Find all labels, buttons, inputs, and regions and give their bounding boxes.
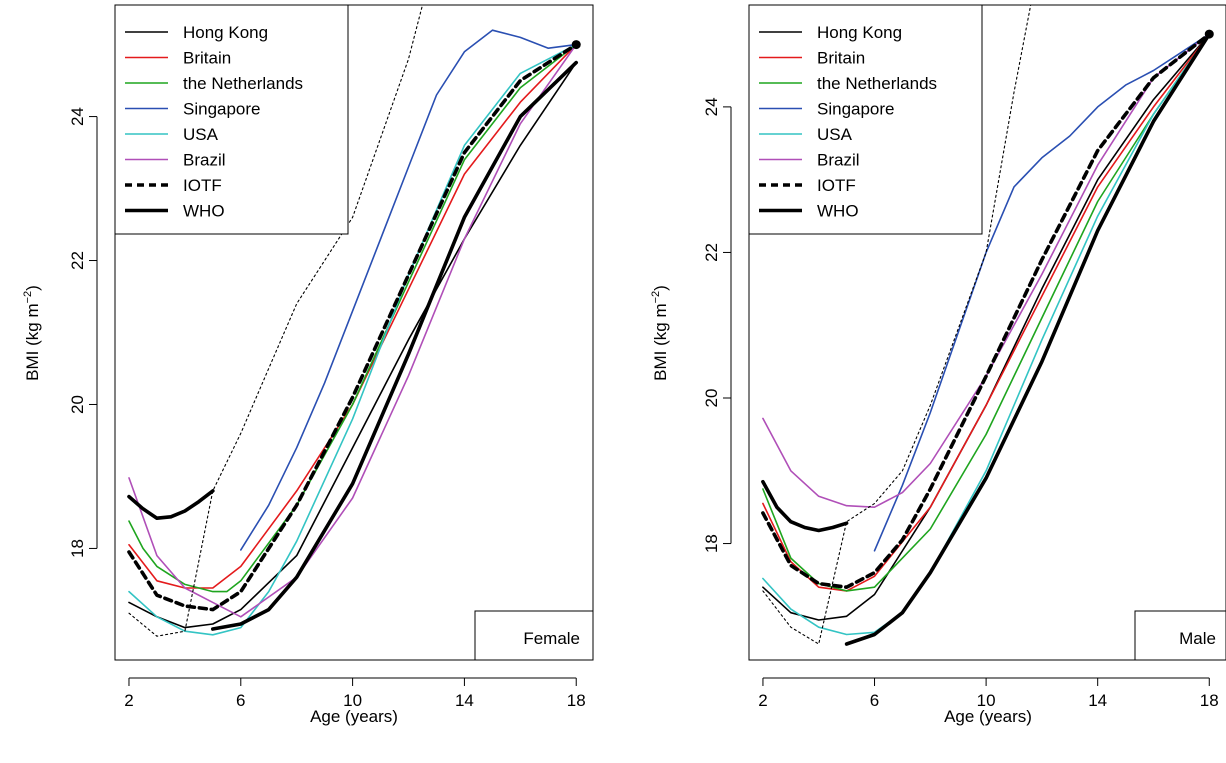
y-tick-label: 18 xyxy=(702,534,721,553)
y-axis-label-exponent: −2 xyxy=(22,291,34,304)
legend-box xyxy=(114,4,349,235)
series-lines xyxy=(761,5,1214,646)
legend-label-hong-kong: Hong Kong xyxy=(183,23,268,42)
iotf-line xyxy=(127,42,579,612)
x-tick-label: 14 xyxy=(455,691,474,710)
plot-frame xyxy=(114,4,594,661)
legend-label-britain: Britain xyxy=(183,49,231,68)
who-line xyxy=(127,489,215,521)
brazil-line xyxy=(762,33,1211,509)
reference-dotted-line xyxy=(128,5,424,637)
legend-label-brazil: Brazil xyxy=(817,151,860,170)
y-tick-label: 18 xyxy=(68,539,87,558)
y-tick-label: 22 xyxy=(68,251,87,270)
y-tick-label: 22 xyxy=(702,243,721,262)
series-lines xyxy=(127,5,581,637)
y-axis: 18 20 22 24 xyxy=(702,97,732,553)
legend-label-britain: Britain xyxy=(817,49,865,68)
plot-frame xyxy=(748,4,1226,661)
legend-label-singapore: Singapore xyxy=(183,100,261,119)
who-line xyxy=(844,32,1212,646)
britain-line xyxy=(128,43,578,589)
britain-line xyxy=(762,33,1211,592)
usa-line xyxy=(128,43,578,636)
y-axis-label-exponent: −2 xyxy=(650,291,662,304)
female-panel: 2 6 10 14 18 18 20 22 24 Age (years) BMI (kg m−… xyxy=(22,4,594,726)
x-tick-label: 2 xyxy=(758,691,767,710)
x-axis: 2 6 10 14 18 xyxy=(124,677,586,710)
legend-label-singapore: Singapore xyxy=(817,100,895,119)
y-axis-label: BMI (kg m−2) xyxy=(22,285,42,381)
who-line xyxy=(211,60,579,631)
legend-label-the-netherlands: the Netherlands xyxy=(183,74,303,93)
y-tick-label: 20 xyxy=(68,395,87,414)
x-tick-label: 2 xyxy=(124,691,133,710)
legend-label-iotf: IOTF xyxy=(817,176,856,195)
singapore-line xyxy=(240,29,578,551)
iotf-line xyxy=(761,32,1212,590)
legend-label-who: WHO xyxy=(183,202,225,221)
x-axis-label: Age (years) xyxy=(944,707,1032,726)
reference-dotted-line xyxy=(762,5,1032,645)
who-line xyxy=(761,479,849,533)
panel-label: Male xyxy=(1179,629,1216,648)
legend-box xyxy=(748,4,983,235)
x-tick-label: 10 xyxy=(977,691,996,710)
hong-kong-line xyxy=(128,61,578,629)
x-tick-label: 6 xyxy=(870,691,879,710)
y-tick-label: 20 xyxy=(702,389,721,408)
legend: Hong Kong Britain the Netherlands Singapore… xyxy=(759,23,937,221)
singapore-line xyxy=(873,33,1211,552)
male-panel: 2 6 10 14 18 18 20 22 24 Age (years) BMI (kg m−… xyxy=(650,4,1226,726)
legend-label-who: WHO xyxy=(817,202,859,221)
legend-label-usa: USA xyxy=(817,125,853,144)
endpoint-marker xyxy=(571,40,581,50)
panel-label-box xyxy=(1134,610,1226,661)
legend-label-usa: USA xyxy=(183,125,219,144)
x-tick-label: 18 xyxy=(567,691,586,710)
legend-label-iotf: IOTF xyxy=(183,176,222,195)
y-tick-label: 24 xyxy=(702,97,721,116)
x-tick-label: 6 xyxy=(236,691,245,710)
y-axis: 18 20 22 24 xyxy=(68,107,98,558)
x-axis: 2 6 10 14 18 xyxy=(758,677,1219,710)
y-tick-label: 24 xyxy=(68,107,87,126)
panel-label: Female xyxy=(523,629,580,648)
legend-label-the-netherlands: the Netherlands xyxy=(817,74,937,93)
x-tick-label: 10 xyxy=(343,691,362,710)
endpoint-marker xyxy=(1204,29,1214,39)
panel-label-box xyxy=(474,610,594,661)
legend: Hong Kong Britain the Netherlands Singapore… xyxy=(125,23,303,221)
x-tick-label: 14 xyxy=(1088,691,1107,710)
legend-label-hong-kong: Hong Kong xyxy=(817,23,902,42)
the-netherlands-line xyxy=(128,43,578,593)
legend-label-brazil: Brazil xyxy=(183,151,226,170)
x-tick-label: 18 xyxy=(1200,691,1219,710)
y-axis-label: BMI (kg m−2) xyxy=(650,285,670,381)
x-axis-label: Age (years) xyxy=(310,707,398,726)
the-netherlands-line xyxy=(762,33,1211,592)
